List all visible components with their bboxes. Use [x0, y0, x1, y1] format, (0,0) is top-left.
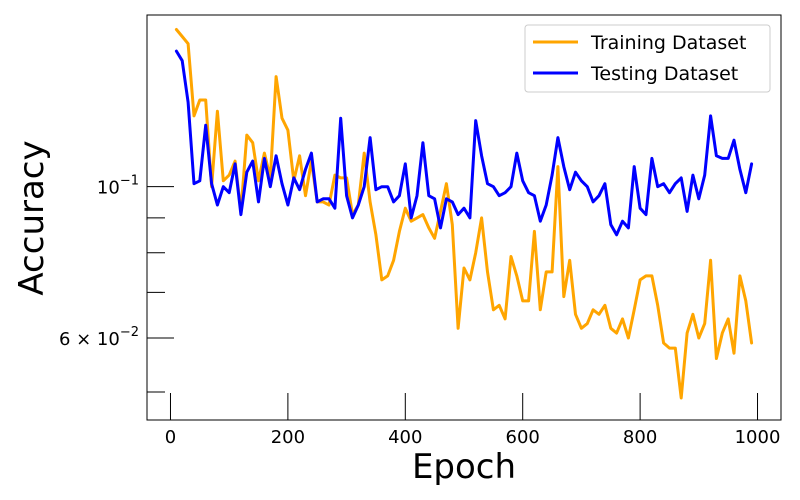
legend: Training Dataset Testing Dataset	[524, 24, 771, 93]
x-axis: 0 200 400 600 800 1000	[165, 393, 781, 448]
legend-label-training: Training Dataset	[590, 32, 746, 54]
legend-box	[524, 24, 771, 93]
x-axis-title: Epoch	[412, 447, 516, 487]
series-line-testing	[174, 49, 754, 237]
x-tick-label: 1000	[735, 427, 781, 448]
y-axis: 10−1 6 × 10−2	[59, 174, 174, 393]
y-axis-title: Accuracy	[12, 140, 52, 295]
legend-label-testing: Testing Dataset	[590, 63, 738, 85]
series-layer	[174, 28, 754, 400]
series-line-training	[174, 28, 754, 400]
y-tick-label: 10−1	[97, 174, 139, 199]
x-tick-label: 400	[388, 427, 422, 448]
x-tick-label: 200	[271, 427, 305, 448]
x-tick-label: 600	[506, 427, 540, 448]
x-tick-label: 800	[623, 427, 657, 448]
x-tick-label: 0	[165, 427, 176, 448]
y-tick-label: 6 × 10−2	[59, 325, 139, 350]
